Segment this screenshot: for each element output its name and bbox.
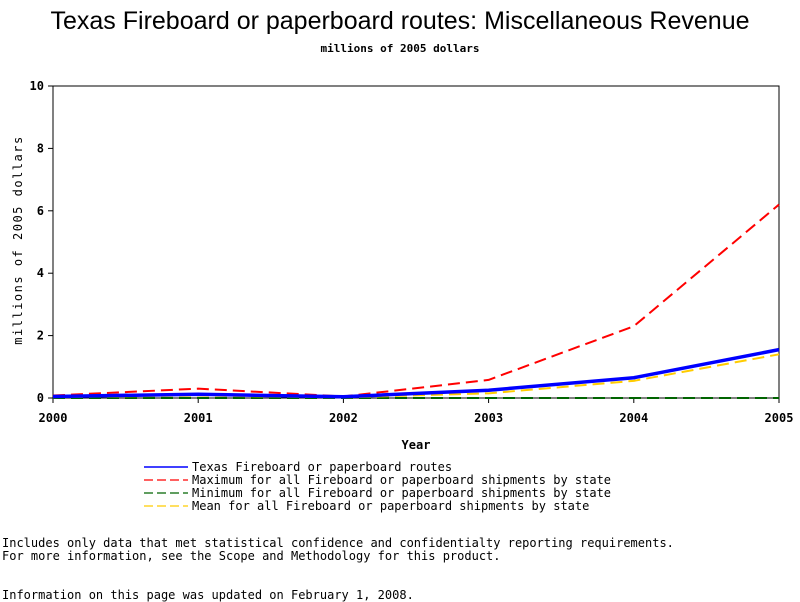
y-tick-label: 10 — [30, 79, 44, 93]
series-line — [52, 203, 780, 398]
x-tick-label: 2002 — [329, 411, 358, 425]
legend-swatch — [144, 479, 188, 481]
note-confidentiality: Includes only data that met statistical … — [2, 536, 674, 550]
legend-label: Texas Fireboard or paperboard routes — [192, 460, 453, 474]
y-tick-label: 4 — [37, 266, 44, 280]
x-tick-label: 2005 — [765, 411, 794, 425]
y-tick-label: 0 — [37, 391, 44, 405]
x-axis-label: Year — [402, 438, 431, 452]
legend-swatch — [144, 492, 188, 494]
x-tick-label: 2001 — [184, 411, 213, 425]
legend-label: Mean for all Fireboard or paperboard shi… — [192, 499, 590, 513]
x-tick-label: 2000 — [39, 411, 68, 425]
x-tick-label: 2004 — [619, 411, 648, 425]
note-methodology: For more information, see the Scope and … — [2, 549, 501, 563]
series-line — [52, 353, 780, 399]
chart-subtitle: millions of 2005 dollars — [320, 42, 480, 55]
y-tick-label: 2 — [37, 329, 44, 343]
legend-swatch — [144, 466, 188, 468]
y-tick-label: 8 — [37, 141, 44, 155]
legend-swatch — [144, 505, 188, 507]
x-tick-label: 2003 — [474, 411, 503, 425]
plot-frame — [52, 85, 780, 399]
chart-title: Texas Fireboard or paperboard routes: Mi… — [50, 7, 750, 35]
y-tick-label: 6 — [37, 204, 44, 218]
y-axis-label: millions of 2005 dollars — [11, 135, 25, 344]
series-line — [52, 347, 780, 399]
note-updated: Information on this page was updated on … — [2, 588, 414, 602]
legend-label: Minimum for all Fireboard or paperboard … — [192, 486, 612, 500]
legend-label: Maximum for all Fireboard or paperboard … — [192, 473, 612, 487]
